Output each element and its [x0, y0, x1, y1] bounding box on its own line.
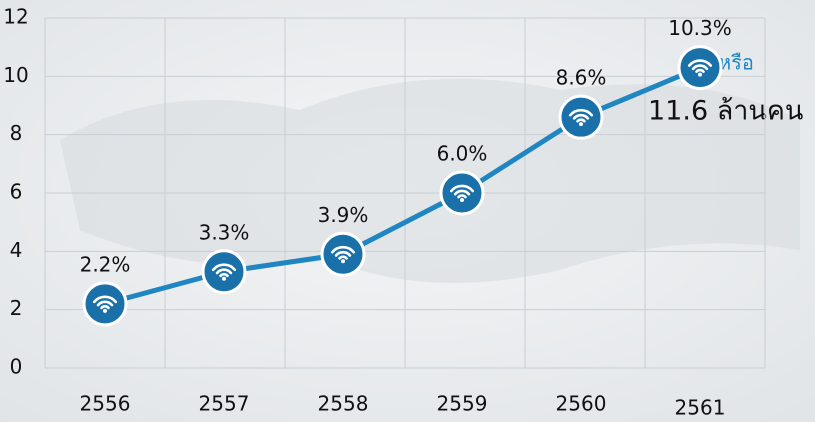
point-marker [439, 170, 485, 216]
wifi-dot [460, 198, 464, 202]
point-marker [558, 94, 604, 140]
wifi-arc [334, 251, 352, 257]
wifi-dot [103, 308, 107, 313]
wifi-dot [579, 122, 583, 127]
wifi-arc [330, 245, 356, 254]
value-label: 2.2% [80, 252, 131, 276]
wifi-arc [687, 59, 713, 67]
annotation-people: 11.6 ล้านคน [648, 96, 803, 127]
y-tick-label: 8 [10, 121, 23, 145]
y-tick-label: 6 [10, 180, 23, 204]
x-tick-label: 2561 [675, 396, 726, 420]
wifi-arc [568, 108, 594, 117]
value-label: 3.9% [318, 203, 369, 227]
y-tick-label: 10 [3, 63, 28, 87]
wifi-dot [222, 276, 226, 281]
wifi-arc [695, 68, 705, 74]
map-shape [60, 78, 800, 283]
wifi-arc [453, 189, 471, 196]
wifi-icon [449, 184, 475, 202]
wifi-arc [449, 184, 475, 193]
wifi-arc [457, 194, 467, 199]
y-tick-label: 12 [3, 5, 28, 29]
x-tick-label: 2558 [318, 392, 369, 416]
annotation-or: หรือ [718, 51, 754, 75]
wifi-arc [96, 300, 114, 307]
point-marker [677, 45, 723, 91]
x-tick-label: 2557 [199, 392, 250, 416]
value-label: 3.3% [199, 220, 250, 244]
wifi-icon [211, 263, 237, 281]
y-tick-label: 0 [10, 355, 23, 379]
wifi-arc [100, 305, 110, 310]
wifi-arc [338, 255, 348, 260]
y-tick-label: 2 [10, 296, 23, 320]
wifi-arc [211, 263, 237, 272]
value-label: 8.6% [556, 66, 607, 90]
x-tick-label: 2559 [437, 392, 488, 416]
x-tick-label: 2556 [80, 392, 131, 416]
value-label: 6.0% [437, 142, 488, 166]
x-tick-label: 2560 [556, 392, 607, 416]
wifi-icon [330, 245, 356, 264]
y-tick-label: 4 [10, 238, 23, 262]
wifi-arc [572, 113, 590, 120]
point-marker [82, 281, 128, 327]
point-marker [320, 231, 366, 277]
wifi-arc [219, 273, 229, 278]
value-label: 10.3% [668, 16, 732, 40]
wifi-icon [568, 108, 594, 127]
point-marker [201, 249, 247, 295]
wifi-arc [691, 64, 709, 71]
wifi-dot [698, 72, 702, 77]
wifi-icon [92, 295, 118, 313]
wifi-arc [576, 118, 586, 123]
wifi-arc [92, 295, 118, 304]
wifi-icon [687, 59, 713, 77]
wifi-dot [341, 259, 345, 264]
wifi-arc [215, 268, 233, 275]
